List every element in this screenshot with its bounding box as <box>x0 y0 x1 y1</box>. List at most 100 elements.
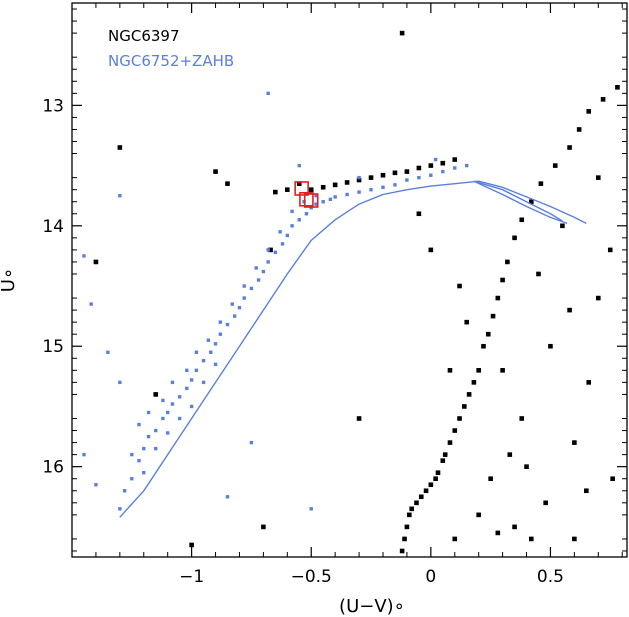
series-0-point <box>440 458 446 463</box>
series-0-point <box>495 530 501 536</box>
series-1-point <box>146 434 151 439</box>
series-1-point <box>213 342 218 346</box>
series-1-point <box>333 195 337 199</box>
series-1-point <box>154 428 158 433</box>
series-0-point <box>399 30 405 36</box>
x-tick-label: 0 <box>425 567 436 587</box>
series-1-point <box>201 380 206 385</box>
plot-frame <box>71 2 628 558</box>
highlight-layer <box>294 181 319 208</box>
series-0-point <box>586 380 592 385</box>
series-1-point <box>433 157 438 162</box>
series-0-point <box>296 181 302 186</box>
series-0-point <box>416 211 422 217</box>
series-1-point <box>122 489 127 493</box>
series-1-point <box>230 302 234 306</box>
series-0-point <box>519 217 525 223</box>
series-0-point <box>462 404 467 409</box>
series-1-point <box>165 410 170 415</box>
series-1-point <box>185 386 189 391</box>
series-1-point <box>254 266 258 270</box>
series-0-point <box>529 536 534 542</box>
x-tick-label: −1 <box>179 567 204 587</box>
y-tick-label: 15 <box>42 337 64 357</box>
series-1-point <box>314 202 318 206</box>
series-0-point <box>529 199 534 205</box>
series-0-point <box>442 452 448 457</box>
series-1-point <box>266 260 270 264</box>
series-1-point <box>285 233 290 238</box>
series-1-point <box>304 212 309 216</box>
series-1-point <box>118 193 122 198</box>
series-0-point <box>268 247 273 253</box>
series-1-point <box>441 169 445 174</box>
y-axis-label: U∘ <box>0 268 19 292</box>
series-0-point <box>261 524 266 530</box>
legend: NGC6397 NGC6752+ZAHB <box>108 27 234 70</box>
series-0-point <box>447 368 453 373</box>
series-0-point <box>452 428 458 433</box>
series-1-point <box>266 91 270 96</box>
series-0-point <box>404 169 410 174</box>
series-2-line <box>119 180 587 518</box>
series-1-point <box>345 192 349 197</box>
series-0-point <box>572 536 577 542</box>
series-0-point <box>440 160 446 166</box>
series-0-point <box>481 343 486 349</box>
series-0-point <box>572 440 577 445</box>
series-0-point <box>500 368 505 373</box>
series-1-point <box>242 296 246 300</box>
series-0-point <box>433 476 438 482</box>
series-1-point <box>225 495 230 499</box>
series-1-point <box>297 163 301 168</box>
x-axis-label: (U−V)∘ <box>339 596 405 617</box>
series-1-point <box>278 230 282 234</box>
series-layer <box>82 30 620 554</box>
series-1-point <box>154 446 158 451</box>
series-0-point <box>488 476 493 482</box>
series-1-point <box>273 250 278 254</box>
series-0-point <box>512 524 517 530</box>
series-0-point <box>471 380 477 385</box>
series-0-point <box>380 172 386 178</box>
series-1-point <box>82 452 86 457</box>
y-tick-label: 16 <box>42 458 64 478</box>
series-0-point <box>457 416 462 421</box>
legend-item-ngc6752: NGC6752+ZAHB <box>108 52 234 70</box>
series-0-point <box>416 165 422 171</box>
series-1-point <box>189 378 194 382</box>
series-1-point <box>106 350 110 354</box>
series-0-point <box>543 500 548 506</box>
series-0-point <box>225 181 230 186</box>
x-tick-label: 0.5 <box>537 567 564 587</box>
series-1-point <box>290 209 294 214</box>
series-0-point <box>428 163 434 168</box>
series-0-point <box>404 524 410 530</box>
y-tick-label: 14 <box>42 217 64 237</box>
series-1-point <box>118 380 122 385</box>
series-1-point <box>201 358 206 363</box>
series-0-point <box>519 416 525 421</box>
series-1-point <box>465 163 469 168</box>
series-0-point <box>485 331 491 337</box>
series-1-point <box>194 350 199 354</box>
series-1-point <box>161 398 165 403</box>
series-3-line <box>473 180 563 222</box>
series-1-point <box>314 193 318 198</box>
series-4-line <box>473 180 568 225</box>
x-tick-label: −0.5 <box>291 567 332 587</box>
series-1-point <box>82 254 86 258</box>
series-0-point <box>567 145 572 150</box>
series-0-point <box>586 109 592 114</box>
series-0-point <box>368 175 374 180</box>
series-1-point <box>369 187 373 192</box>
series-0-point <box>490 313 496 319</box>
series-1-point <box>309 507 313 511</box>
series-1-point <box>218 320 223 324</box>
series-1-point <box>453 166 457 170</box>
series-1-point <box>249 286 254 291</box>
series-1-point <box>170 380 175 385</box>
series-0-point <box>93 259 99 265</box>
series-0-point <box>452 157 458 162</box>
series-0-point <box>320 184 326 190</box>
